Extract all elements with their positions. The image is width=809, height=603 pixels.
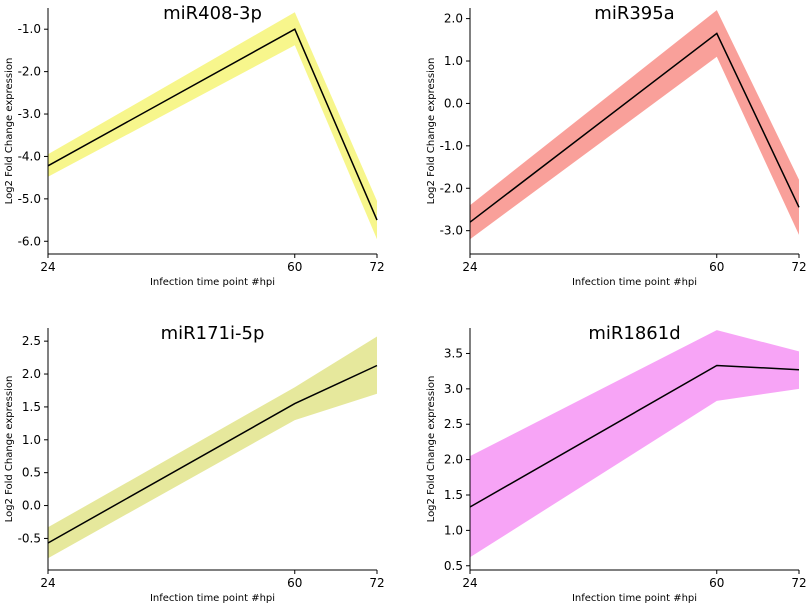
chart-title: miR1861d (588, 323, 680, 344)
y-tick-label: 2.0 (444, 453, 463, 467)
y-tick-label: 0.5 (444, 559, 463, 573)
y-tick-label: 0.0 (444, 96, 463, 110)
y-tick-label: 0.0 (22, 499, 41, 513)
y-tick-label: -1.0 (18, 22, 41, 36)
y-tick-label: 3.0 (444, 382, 463, 396)
y-tick-label: 2.0 (444, 12, 463, 26)
y-tick-label: 3.5 (444, 346, 463, 360)
x-tick-label: 60 (709, 260, 724, 274)
y-tick-label: -0.5 (18, 531, 41, 545)
x-tick-label: 60 (287, 260, 302, 274)
x-axis-label: Infection time point #hpi (572, 277, 697, 288)
x-axis-label: Infection time point #hpi (150, 593, 275, 603)
x-tick-label: 24 (40, 576, 55, 590)
y-axis-label: Log2 Fold Change expression (426, 376, 437, 523)
chart-panel-2: 2.0 1.0 0.0 -1.0 -2.0 -3.0 24 60 72 miR395a Infect… (426, 3, 807, 288)
y-tick-label: 2.5 (444, 417, 463, 431)
y-tick-label: 1.0 (444, 54, 463, 68)
x-tick-label: 24 (40, 260, 55, 274)
chart-panel-4: 3.5 3.0 2.5 2.0 1.5 1.0 0.5 24 60 72 miR1861d Infec… (426, 323, 807, 603)
y-tick-label: -5.0 (18, 192, 41, 206)
y-tick-label: 2.0 (22, 367, 41, 381)
y-tick-label: 1.0 (444, 523, 463, 537)
series-line-mean (469, 364, 800, 508)
x-tick-label: 72 (791, 260, 806, 274)
series-line-mean (469, 32, 800, 223)
x-tick-label: 24 (462, 260, 477, 274)
chart-title: miR171i-5p (161, 323, 265, 344)
x-tick-label: 72 (369, 576, 384, 590)
x-tick-label: 24 (462, 576, 477, 590)
y-tick-label: -6.0 (18, 234, 41, 248)
y-tick-label: -3.0 (440, 224, 463, 238)
y-axis-label: Log2 Fold Change expression (426, 58, 437, 205)
confidence-band (48, 12, 377, 240)
x-axis-label: Infection time point #hpi (572, 593, 697, 603)
y-tick-label: 2.5 (22, 334, 41, 348)
confidence-band (470, 330, 799, 558)
chart-title: miR408-3p (163, 3, 262, 24)
y-tick-label: 1.0 (22, 433, 41, 447)
series-line-mean (47, 364, 378, 544)
y-tick-label: 0.5 (22, 466, 41, 480)
y-axis-label: Log2 Fold Change expression (4, 376, 15, 523)
y-tick-label: -3.0 (18, 107, 41, 121)
x-tick-label: 60 (709, 576, 724, 590)
x-tick-label: 60 (287, 576, 302, 590)
confidence-band (48, 336, 377, 559)
chart-panel-1: -1.0 -2.0 -3.0 -4.0 -5.0 -6.0 24 60 72 miR408-3p I… (4, 3, 385, 288)
x-axis-label: Infection time point #hpi (150, 277, 275, 288)
y-tick-label: -2.0 (440, 181, 463, 195)
series-line-mean (47, 28, 378, 221)
y-tick-label: 1.5 (22, 400, 41, 414)
chart-title: miR395a (594, 3, 674, 24)
y-axis-label: Log2 Fold Change expression (4, 58, 15, 205)
y-tick-label: -4.0 (18, 149, 41, 163)
y-tick-label: 1.5 (444, 488, 463, 502)
x-tick-label: 72 (369, 260, 384, 274)
x-tick-label: 72 (791, 576, 806, 590)
confidence-band (470, 10, 799, 240)
chart-panel-3: 2.5 2.0 1.5 1.0 0.5 0.0 -0.5 24 60 72 miR171i-5p In… (4, 323, 385, 603)
y-tick-label: -1.0 (440, 139, 463, 153)
y-tick-label: -2.0 (18, 65, 41, 79)
